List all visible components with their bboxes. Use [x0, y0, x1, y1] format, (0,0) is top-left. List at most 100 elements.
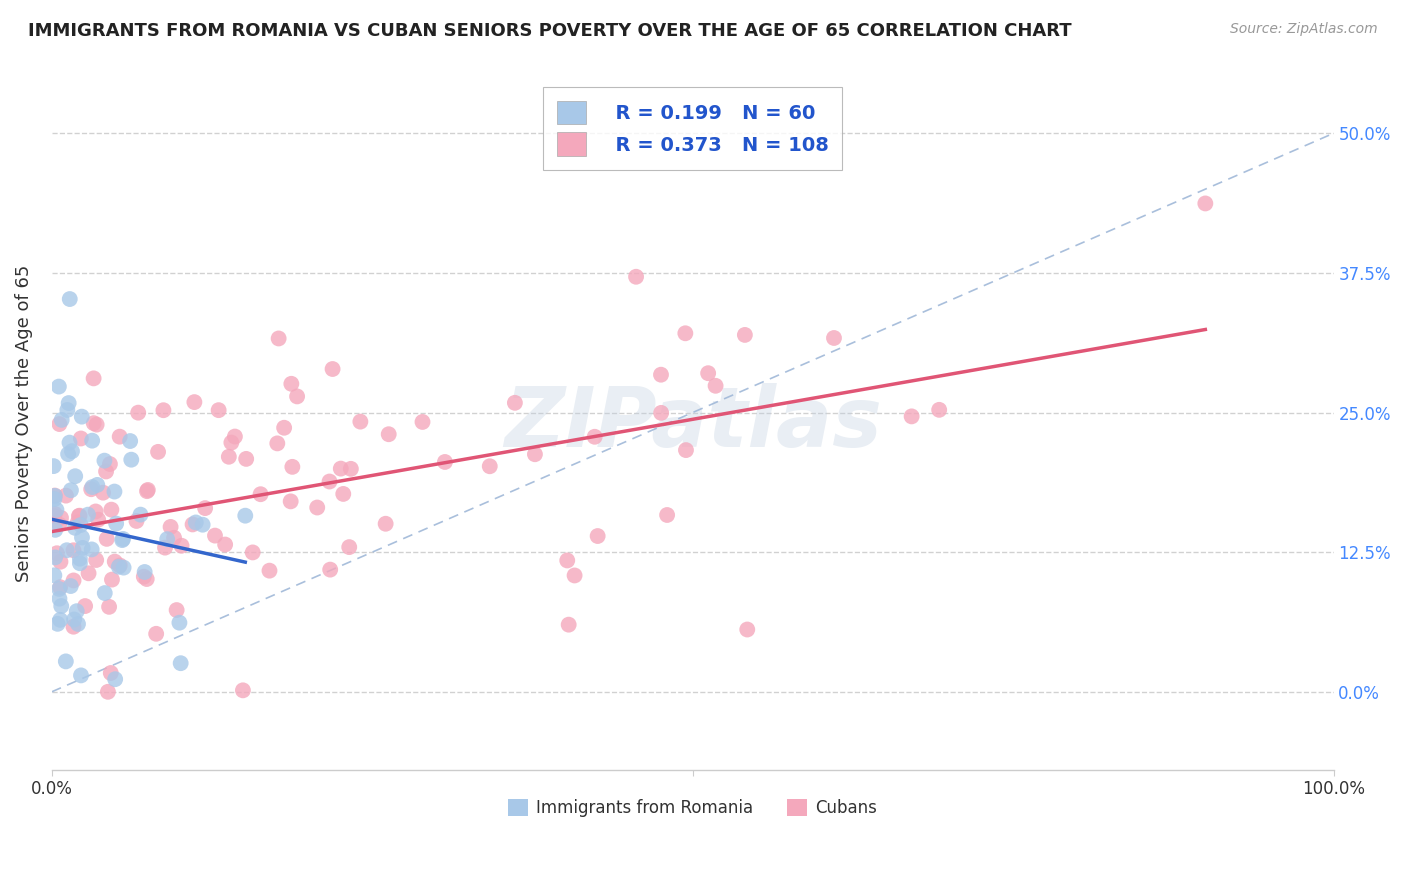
Point	[42, 459, 65, 474]
Point	[697, 366, 720, 380]
Point	[104, 672, 127, 686]
Point	[134, 565, 156, 579]
Point	[170, 539, 193, 553]
Point	[93, 453, 115, 467]
Point	[564, 568, 586, 582]
Point	[120, 434, 142, 448]
Point	[80, 482, 103, 496]
Point	[242, 545, 264, 559]
Point	[86, 417, 108, 432]
Point	[153, 541, 176, 555]
Point	[49, 511, 72, 525]
Point	[332, 487, 354, 501]
Point	[62, 574, 84, 588]
Point	[103, 484, 125, 499]
Point	[82, 480, 104, 494]
Point	[120, 452, 142, 467]
Point	[70, 409, 93, 424]
Point	[318, 475, 340, 489]
Point	[322, 362, 344, 376]
Point	[221, 435, 243, 450]
Point	[900, 409, 922, 424]
Point	[77, 508, 100, 522]
Point	[84, 553, 107, 567]
Point	[181, 517, 204, 532]
Point	[218, 450, 240, 464]
Point	[101, 573, 124, 587]
Point	[169, 615, 191, 630]
Point	[51, 599, 73, 613]
Point	[59, 483, 82, 498]
Point	[59, 579, 82, 593]
Point	[135, 572, 157, 586]
Point	[58, 435, 80, 450]
Point	[70, 668, 93, 682]
Point	[66, 516, 89, 530]
Point	[56, 447, 79, 461]
Point	[63, 612, 86, 626]
Point	[77, 566, 100, 581]
Point	[159, 520, 181, 534]
Point	[48, 417, 70, 431]
Point	[136, 484, 159, 499]
Point	[307, 500, 329, 515]
Point	[125, 514, 148, 528]
Point	[108, 558, 131, 573]
Point	[478, 459, 501, 474]
Point	[329, 461, 352, 475]
Point	[928, 402, 950, 417]
Point	[49, 613, 72, 627]
Point	[194, 501, 217, 516]
Point	[69, 551, 91, 566]
Point	[44, 491, 66, 506]
Point	[1194, 196, 1216, 211]
Point	[67, 509, 90, 524]
Point	[45, 546, 67, 560]
Point	[208, 403, 231, 417]
Point	[55, 654, 77, 668]
Point	[166, 603, 188, 617]
Point	[266, 436, 288, 450]
Point	[285, 389, 308, 403]
Point	[704, 378, 727, 392]
Point	[146, 445, 169, 459]
Point	[94, 465, 117, 479]
Point	[96, 532, 118, 546]
Point	[555, 553, 578, 567]
Point	[111, 533, 134, 548]
Text: Source: ZipAtlas.com: Source: ZipAtlas.com	[1230, 22, 1378, 37]
Point	[107, 559, 129, 574]
Point	[249, 487, 271, 501]
Point	[100, 502, 122, 516]
Point	[87, 513, 110, 527]
Point	[273, 421, 295, 435]
Point	[127, 406, 149, 420]
Point	[112, 532, 135, 546]
Point	[44, 489, 66, 503]
Point	[104, 555, 127, 569]
Point	[259, 564, 281, 578]
Legend: Immigrants from Romania, Cubans: Immigrants from Romania, Cubans	[502, 792, 884, 824]
Point	[44, 489, 66, 503]
Point	[112, 560, 135, 574]
Point	[675, 443, 697, 458]
Point	[586, 529, 609, 543]
Point	[69, 518, 91, 533]
Point	[624, 269, 647, 284]
Point	[214, 537, 236, 551]
Point	[55, 489, 77, 503]
Point	[48, 517, 70, 532]
Point	[108, 430, 131, 444]
Point	[98, 457, 121, 471]
Point	[235, 451, 257, 466]
Point	[673, 326, 696, 341]
Point	[503, 396, 526, 410]
Point	[46, 616, 69, 631]
Point	[45, 502, 67, 516]
Point	[224, 429, 246, 443]
Point	[170, 657, 193, 671]
Point	[56, 403, 79, 417]
Point	[51, 413, 73, 427]
Point	[523, 447, 546, 461]
Point	[337, 540, 360, 554]
